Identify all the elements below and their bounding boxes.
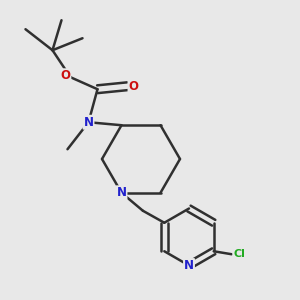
Text: O: O [60,69,70,82]
Text: Cl: Cl [233,249,245,259]
Text: O: O [128,80,139,93]
Text: N: N [184,259,194,272]
Text: N: N [83,116,94,129]
Text: N: N [116,186,127,199]
